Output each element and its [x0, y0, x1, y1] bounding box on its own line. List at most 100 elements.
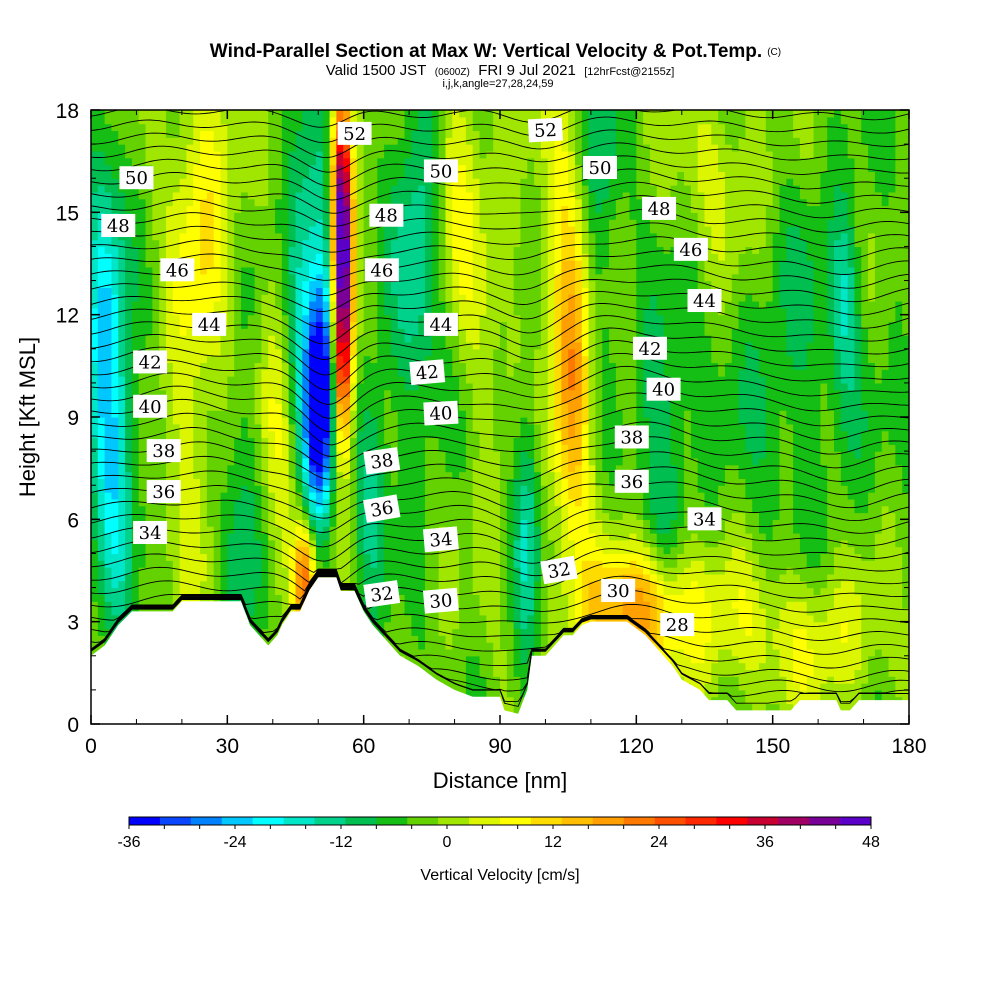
velocity-cell [418, 410, 426, 418]
velocity-cell [302, 485, 310, 493]
velocity-cell [152, 232, 160, 241]
velocity-cell [377, 444, 385, 452]
velocity-cell [363, 519, 372, 527]
velocity-cell [459, 655, 467, 664]
velocity-cell [91, 587, 99, 595]
velocity-cell [425, 212, 433, 220]
velocity-cell [431, 573, 440, 582]
velocity-cell [363, 437, 372, 445]
velocity-cell [438, 144, 447, 152]
velocity-cell [295, 382, 303, 391]
velocity-cell [227, 512, 235, 520]
velocity-cell [418, 307, 426, 316]
velocity-cell [309, 417, 317, 425]
velocity-cell [118, 539, 126, 548]
velocity-cell [179, 212, 188, 220]
velocity-cell [390, 355, 399, 364]
velocity-cell [356, 362, 365, 370]
velocity-cell [193, 185, 201, 193]
velocity-cell [438, 389, 447, 398]
velocity-cell [377, 608, 385, 616]
velocity-cell [138, 266, 147, 275]
velocity-cell [350, 464, 358, 473]
velocity-cell [302, 355, 310, 364]
velocity-cell [431, 560, 440, 568]
velocity-cell [145, 328, 153, 336]
velocity-cell [363, 307, 372, 316]
velocity-cell [431, 144, 440, 152]
velocity-cell [465, 580, 474, 589]
velocity-cell [363, 389, 372, 398]
velocity-cell [118, 348, 126, 357]
velocity-cell [329, 232, 337, 241]
velocity-cell [370, 348, 378, 357]
velocity-cell [145, 505, 153, 514]
velocity-cell [118, 116, 126, 125]
velocity-cell [281, 335, 290, 343]
velocity-cell [213, 580, 222, 589]
velocity-cell [172, 471, 181, 479]
velocity-cell [268, 198, 276, 207]
velocity-cell [268, 110, 276, 118]
velocity-cell [145, 191, 153, 200]
velocity-cell [390, 307, 399, 316]
velocity-cell [438, 335, 447, 343]
velocity-cell [111, 191, 119, 200]
velocity-cell [193, 580, 201, 589]
velocity-cell [165, 362, 174, 370]
velocity-cell [254, 144, 263, 152]
velocity-cell [418, 382, 426, 391]
velocity-cell [315, 273, 324, 282]
velocity-cell [288, 539, 297, 548]
velocity-cell [288, 573, 297, 582]
velocity-cell [309, 430, 317, 439]
velocity-cell [295, 266, 303, 275]
velocity-cell [431, 519, 440, 527]
velocity-cell [281, 457, 290, 466]
velocity-cell [104, 478, 113, 486]
velocity-cell [459, 273, 467, 282]
velocity-cell [91, 301, 99, 309]
velocity-cell [397, 573, 406, 582]
velocity-cell [445, 635, 453, 643]
velocity-cell [343, 157, 351, 166]
velocity-cell [445, 198, 453, 207]
velocity-cell [247, 314, 256, 323]
velocity-cell [343, 171, 351, 179]
velocity-cell [247, 498, 256, 507]
velocity-cell [281, 403, 290, 411]
velocity-cell [247, 492, 256, 500]
velocity-cell [411, 478, 419, 486]
velocity-cell [172, 178, 181, 186]
velocity-cell [131, 198, 140, 207]
velocity-cell [193, 492, 201, 500]
velocity-cell [411, 628, 419, 636]
velocity-cell [465, 451, 474, 459]
velocity-cell [343, 410, 351, 418]
velocity-cell [268, 628, 276, 636]
velocity-cell [220, 335, 228, 343]
velocity-cell [350, 335, 358, 343]
velocity-cell [240, 471, 249, 479]
velocity-cell [159, 130, 167, 138]
velocity-cell [465, 512, 474, 520]
velocity-cell [125, 560, 133, 568]
velocity-cell [118, 417, 126, 425]
chart-title: Wind-Parallel Section at Max W: Vertical… [210, 41, 762, 62]
velocity-cell [200, 287, 208, 295]
velocity-cell [431, 628, 440, 636]
velocity-cell [418, 157, 426, 166]
velocity-cell [281, 178, 290, 186]
velocity-cell [125, 130, 133, 138]
velocity-cell [309, 314, 317, 323]
velocity-cell [254, 314, 263, 323]
velocity-cell [172, 198, 181, 207]
velocity-cell [165, 519, 174, 527]
velocity-cell [213, 437, 222, 445]
velocity-cell [145, 423, 153, 432]
velocity-cell [200, 553, 208, 561]
velocity-cell [165, 198, 174, 207]
velocity-cell [138, 273, 147, 282]
velocity-cell [431, 212, 440, 220]
velocity-cell [193, 335, 201, 343]
